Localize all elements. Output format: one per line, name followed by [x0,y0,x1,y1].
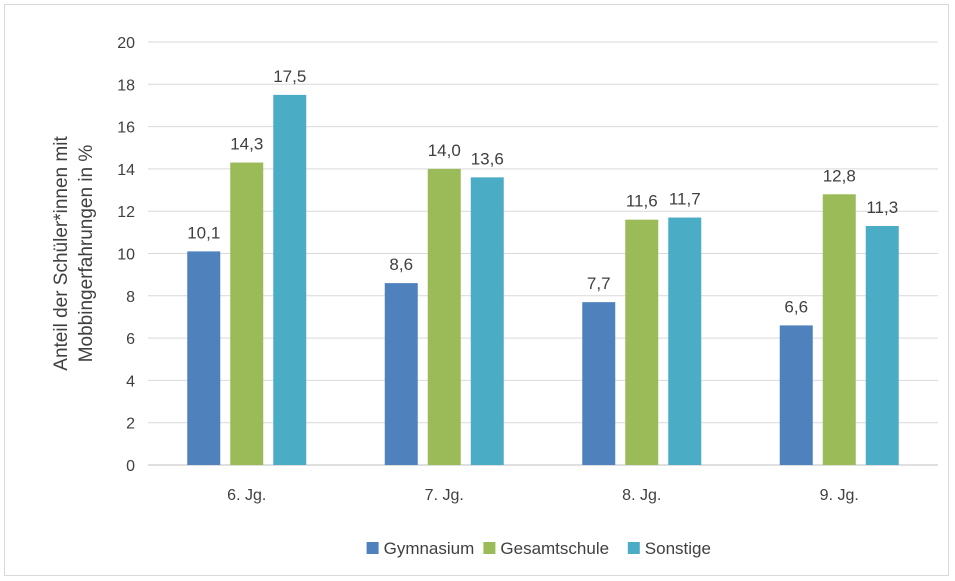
data-label: 11,6 [626,192,658,211]
legend-swatch [483,542,496,554]
bar [625,219,659,465]
y-axis-label-line: Anteil der Schüler*innen mit [51,136,72,371]
legend-label: Gymnasium [384,539,475,558]
bar [427,168,461,465]
x-category-label: 9. Jg. [820,487,859,504]
y-axis-label-line: Mobbingerfahrungen in % [76,145,97,363]
data-label: 17,5 [273,67,306,86]
y-tick-label: 12 [117,204,135,221]
bar [582,302,616,465]
y-tick-label: 2 [126,416,135,433]
y-tick-label: 10 [117,247,135,264]
bars [187,94,899,466]
data-labels: 10,1 14,3 17,5 8,6 14,0 13,6 7,7 11,6 11,7 6,6 12,… [187,67,898,317]
bar [865,226,899,465]
y-tick-label: 0 [126,458,135,475]
y-tick-label: 20 [117,35,135,52]
data-label: 7,7 [587,274,611,293]
bar [779,325,813,465]
data-label: 12,8 [823,166,856,185]
data-label: 14,0 [428,141,461,160]
y-tick-label: 18 [117,77,135,94]
bar [273,94,307,465]
bar [230,162,264,465]
data-label: 6,6 [784,297,808,316]
y-tick-label: 8 [126,289,135,306]
data-label: 11,7 [669,190,701,209]
data-label: 14,3 [230,135,263,154]
bar [187,251,221,465]
legend: Gymnasium Gesamtschule Sonstige [366,539,711,558]
data-label: 8,6 [389,255,413,274]
bar [822,194,856,465]
data-label: 10,1 [187,223,220,242]
gridlines [148,41,938,466]
data-label: 11,3 [866,198,898,217]
bar [668,217,702,465]
x-axis-categories: 6. Jg. 7. Jg. 8. Jg. 9. Jg. [227,487,859,504]
legend-label: Gesamtschule [500,539,609,558]
bar [470,177,504,466]
legend-label: Sonstige [645,539,711,558]
x-category-label: 6. Jg. [227,487,266,504]
y-tick-label: 14 [117,162,135,179]
data-label: 13,6 [471,149,504,168]
x-category-label: 7. Jg. [425,487,464,504]
legend-swatch [366,542,379,554]
y-tick-label: 6 [126,331,135,348]
y-tick-label: 4 [126,373,135,390]
legend-swatch [627,542,640,554]
bar [384,283,418,465]
x-category-label: 8. Jg. [622,487,661,504]
y-tick-label: 16 [117,120,135,137]
y-axis-label: Anteil der Schüler*innen mit Mobbingerfah… [51,136,97,371]
y-axis-ticks: 0 2 4 6 8 10 12 14 16 18 20 [117,35,135,475]
